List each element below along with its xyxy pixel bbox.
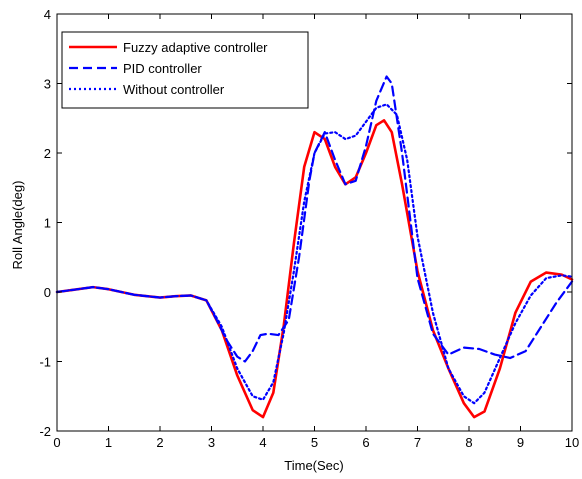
- x-axis-label: Time(Sec): [284, 458, 343, 473]
- legend-entry-label: Without controller: [123, 82, 225, 97]
- legend-entry-label: PID controller: [123, 61, 202, 76]
- x-tick-label: 2: [156, 435, 163, 450]
- y-tick-label: 0: [44, 285, 51, 300]
- x-tick-label: 9: [517, 435, 524, 450]
- x-tick-label: 8: [465, 435, 472, 450]
- series-layer: [55, 75, 574, 419]
- y-tick-label: 3: [44, 77, 51, 92]
- y-tick-label: -2: [39, 424, 51, 439]
- y-tick-label: 1: [44, 216, 51, 231]
- x-tick-label: 10: [565, 435, 579, 450]
- x-tick-label: 6: [362, 435, 369, 450]
- legend: Fuzzy adaptive controller PID controller W…: [61, 31, 309, 109]
- y-tick-label: 4: [44, 7, 51, 22]
- y-axis-label: Roll Angle(deg): [10, 181, 25, 270]
- y-tick-label: -1: [39, 355, 51, 370]
- x-tick-label: 3: [208, 435, 215, 450]
- legend-box: [61, 31, 309, 109]
- x-tick-label: 5: [311, 435, 318, 450]
- x-tick-label: 4: [259, 435, 266, 450]
- y-tick-label: 2: [44, 146, 51, 161]
- x-tick-label: 7: [414, 435, 421, 450]
- series-line-3: [55, 103, 574, 405]
- x-tick-label: 1: [105, 435, 112, 450]
- ticks-layer: 0 1 2 3 4 5 6 7 8 9 10 -2 -1 0 1 2 3 4: [39, 7, 579, 450]
- x-tick-label: 0: [53, 435, 60, 450]
- legend-entry-label: Fuzzy adaptive controller: [123, 40, 268, 55]
